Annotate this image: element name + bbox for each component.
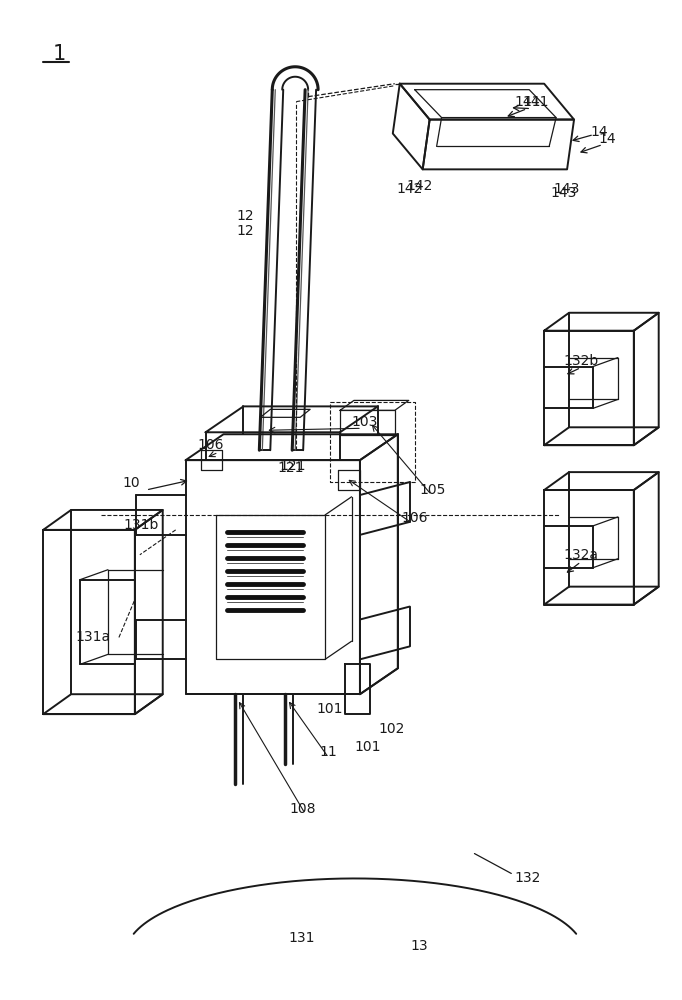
Text: 142: 142 — [406, 179, 433, 193]
Text: 102: 102 — [379, 722, 405, 736]
Text: 12: 12 — [237, 209, 254, 223]
Text: 1: 1 — [53, 44, 66, 64]
Text: 132: 132 — [514, 871, 540, 885]
Text: 131a: 131a — [76, 630, 110, 644]
Text: 131: 131 — [289, 931, 315, 945]
Text: 106: 106 — [402, 511, 428, 525]
Text: 141: 141 — [522, 95, 548, 109]
Text: 143: 143 — [551, 186, 577, 200]
Text: 131b: 131b — [123, 518, 158, 532]
Text: 101: 101 — [355, 740, 381, 754]
Text: 14: 14 — [590, 125, 608, 139]
Text: 12: 12 — [237, 224, 254, 238]
Text: 121: 121 — [279, 459, 306, 473]
Text: 10: 10 — [122, 476, 140, 490]
Text: 108: 108 — [290, 802, 316, 816]
Text: 142: 142 — [396, 182, 423, 196]
Text: 141: 141 — [514, 95, 541, 109]
Text: 11: 11 — [319, 745, 337, 759]
Text: 143: 143 — [554, 182, 580, 196]
Text: 14: 14 — [598, 132, 616, 146]
Text: 106: 106 — [197, 438, 224, 452]
Text: 132a: 132a — [563, 548, 599, 562]
Text: 13: 13 — [411, 939, 428, 953]
Text: 121: 121 — [277, 461, 303, 475]
Text: 101: 101 — [317, 702, 343, 716]
Text: 105: 105 — [419, 483, 446, 497]
Text: 132b: 132b — [563, 354, 599, 368]
Text: 103: 103 — [352, 415, 378, 429]
